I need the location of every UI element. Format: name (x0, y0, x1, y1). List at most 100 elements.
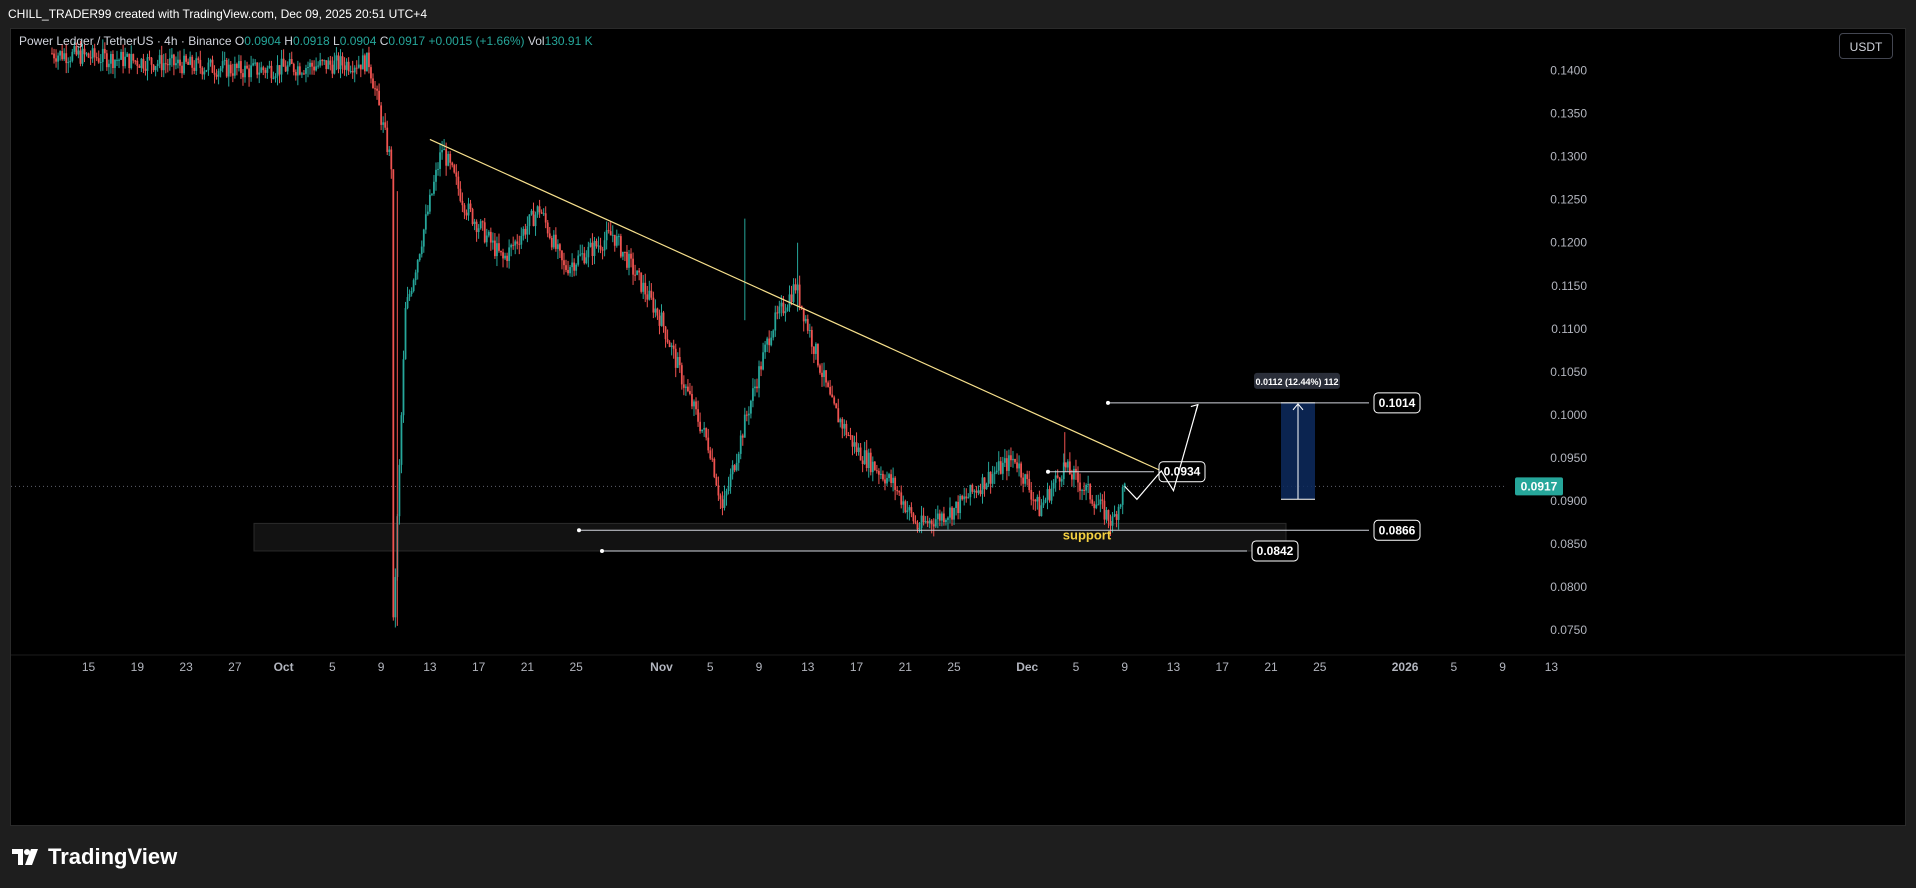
candle-body (924, 521, 927, 523)
candle-body (246, 65, 248, 69)
candle-body (554, 234, 557, 249)
candle-body (583, 253, 586, 264)
candle-body (845, 423, 848, 436)
candle-body (961, 495, 964, 500)
price-tick-label: 0.1300 (1550, 150, 1587, 164)
candle-body (357, 64, 360, 68)
candle-body (51, 53, 53, 55)
candle-body (638, 270, 641, 273)
time-tick-label: 25 (569, 660, 583, 674)
candle-body (802, 307, 805, 322)
candle-body (144, 68, 147, 71)
candle-body (940, 513, 943, 521)
candle-body (1070, 474, 1073, 480)
candle-body (164, 63, 167, 65)
candle-body (959, 495, 962, 514)
candle-body (345, 61, 348, 70)
candle-body (863, 450, 866, 465)
candle-body (457, 176, 460, 189)
candle-body (644, 282, 647, 295)
candle-body (701, 429, 704, 432)
candle-body (453, 165, 456, 173)
candle-body (605, 230, 608, 241)
candle-body (323, 60, 326, 62)
candle-body (512, 244, 515, 246)
candle-body (575, 264, 578, 271)
tradingview-logo[interactable]: TradingView (12, 844, 177, 870)
chart-panel[interactable]: 0.1400 0.1350 0.1300 0.1250 0.1200 0.1150 0.11… (10, 28, 1906, 826)
candle-body (276, 65, 279, 77)
candle-body (79, 50, 82, 64)
candle-body (313, 66, 315, 71)
time-tick-label: 9 (1121, 660, 1128, 674)
projection-path (1124, 404, 1199, 501)
candle-body (741, 435, 744, 438)
candle-body (510, 244, 513, 248)
candle-body (1103, 500, 1106, 520)
candle-body (737, 453, 740, 463)
last-price-label: 0.0917 (1521, 479, 1558, 493)
price-level-handle (600, 548, 604, 553)
candle-body (749, 400, 752, 414)
candle-body (621, 251, 624, 257)
high-value: 0.0918 (292, 34, 330, 48)
candle-body (59, 51, 62, 56)
candle-body (522, 228, 525, 236)
candle-body (1034, 499, 1037, 502)
candle-body (943, 513, 945, 523)
candle-body (530, 210, 533, 215)
candle-body (445, 149, 448, 166)
time-tick-label: Oct (274, 660, 294, 674)
candle-body (87, 53, 90, 58)
candle-body (1044, 499, 1047, 503)
candle-body (1068, 461, 1071, 475)
candle-body (201, 67, 204, 75)
candle-body (483, 222, 486, 243)
candle-body (569, 267, 571, 274)
price-level-handle (1106, 400, 1110, 405)
candle-body (235, 63, 238, 69)
candle-body (422, 229, 425, 247)
candle-body (475, 221, 478, 233)
time-tick-label: 25 (947, 660, 961, 674)
candle-body (260, 67, 263, 73)
candle-body (502, 252, 504, 259)
candle-body (1066, 461, 1069, 468)
candle-body (579, 254, 582, 256)
candle-body (1083, 489, 1085, 491)
candle-body (321, 60, 324, 62)
candle-body (857, 447, 860, 453)
candle-body (240, 61, 242, 74)
last-price-badge (1515, 477, 1563, 496)
candle-body (1113, 514, 1116, 517)
candle-body (451, 162, 454, 166)
candle-body (971, 484, 974, 492)
candle-body (758, 366, 760, 389)
candle-body (534, 214, 537, 227)
time-tick-label: 9 (756, 660, 763, 674)
candle-body (668, 342, 671, 348)
price-level-label: 0.0842 (1257, 544, 1294, 558)
candle-body (900, 492, 903, 505)
candle-body (278, 65, 281, 75)
candle-body (729, 474, 732, 487)
candle-body (617, 236, 620, 238)
candle-body (1077, 472, 1079, 483)
time-tick-label: 21 (521, 660, 535, 674)
candle-body (981, 477, 984, 495)
candle-body (191, 56, 194, 68)
candle-body (615, 236, 618, 246)
price-chart[interactable]: 0.1400 0.1350 0.1300 0.1250 0.1200 0.1150 0.11… (11, 29, 1906, 826)
candle-body (875, 470, 878, 472)
candle-body (296, 66, 299, 76)
footer: TradingView (0, 826, 1916, 888)
candle-body (148, 57, 151, 59)
candle-body (806, 318, 809, 331)
candle-body (1038, 496, 1041, 517)
candle-body (743, 414, 746, 438)
price-level-box (1251, 540, 1299, 562)
currency-button[interactable]: USDT (1839, 33, 1893, 59)
candle-body (894, 477, 897, 490)
time-tick-label: 5 (329, 660, 336, 674)
candle-body (461, 200, 464, 206)
